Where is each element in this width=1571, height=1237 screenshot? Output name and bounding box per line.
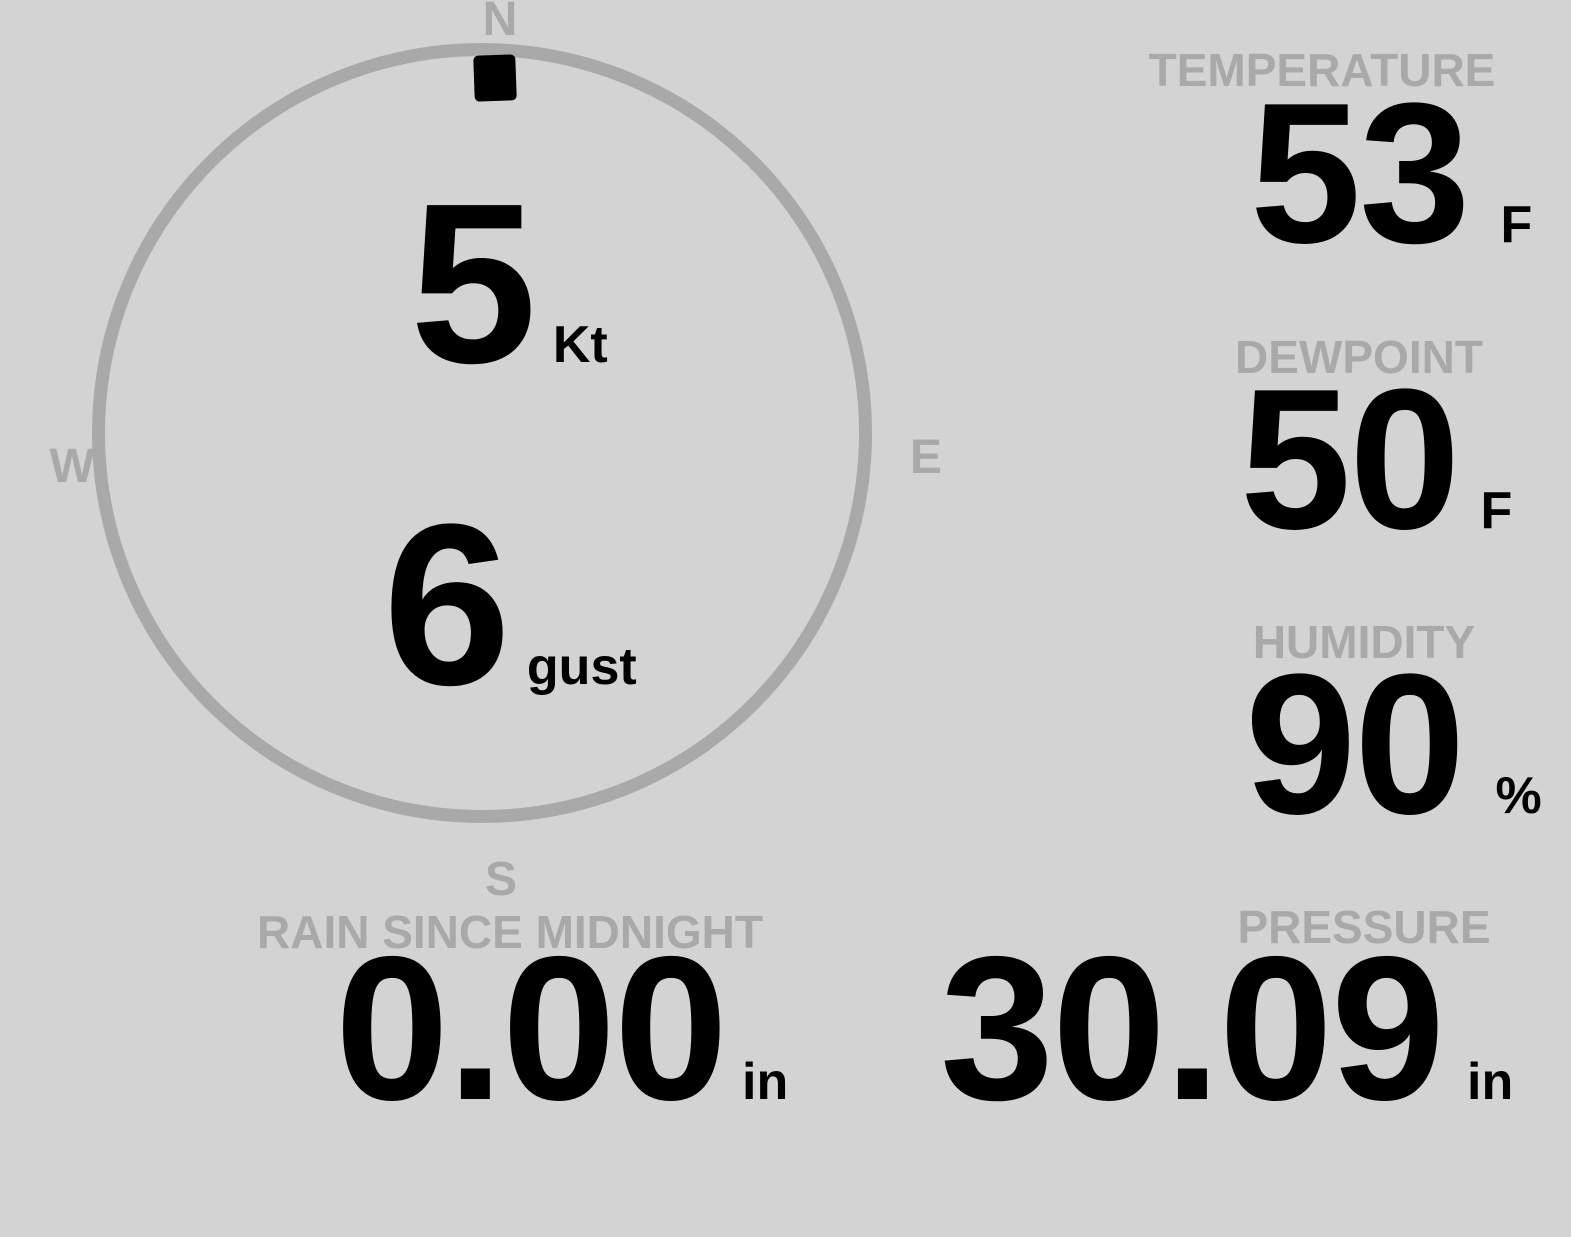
pressure-value: 30.09: [940, 914, 1445, 1143]
temperature-readout: 53 F: [1250, 74, 1532, 274]
humidity-label: HUMIDITY: [1252, 616, 1476, 668]
pressure-readout: 30.09 in: [940, 926, 1513, 1131]
wind-speed-value: 5: [410, 157, 537, 411]
compass-north-label: N: [482, 0, 518, 46]
compass-east-label: E: [909, 431, 942, 484]
wind-gust-unit: gust: [526, 638, 637, 696]
temperature-value: 53: [1250, 62, 1470, 285]
pressure-label: PRESSURE: [1237, 901, 1491, 953]
humidity-value: 90: [1245, 633, 1465, 856]
compass-south-label: S: [484, 853, 517, 906]
dewpoint-readout: 50 F: [1240, 360, 1512, 560]
temperature-label: TEMPERATURE: [1148, 44, 1496, 96]
wind-speed-readout: 5 Kt: [410, 170, 608, 398]
wind-gust-value: 6: [383, 476, 511, 733]
wind-speed-unit: Kt: [552, 316, 608, 374]
dewpoint-label: DEWPOINT: [1235, 331, 1483, 383]
rain-label: RAIN SINCE MIDNIGHT: [257, 906, 763, 958]
pressure-unit: in: [1467, 1053, 1514, 1111]
dewpoint-value: 50: [1240, 348, 1460, 571]
humidity-readout: 90 %: [1245, 645, 1542, 845]
temperature-unit: F: [1500, 196, 1533, 254]
dewpoint-unit: F: [1480, 482, 1513, 540]
rain-unit: in: [742, 1053, 789, 1111]
humidity-unit: %: [1495, 767, 1542, 825]
rain-value: 0.00: [335, 914, 728, 1143]
wind-gust-readout: 6 gust: [383, 490, 637, 720]
compass-west-label: W: [49, 440, 95, 493]
wind-direction-indicator-icon: [473, 54, 517, 102]
rain-readout: 0.00 in: [335, 926, 788, 1131]
